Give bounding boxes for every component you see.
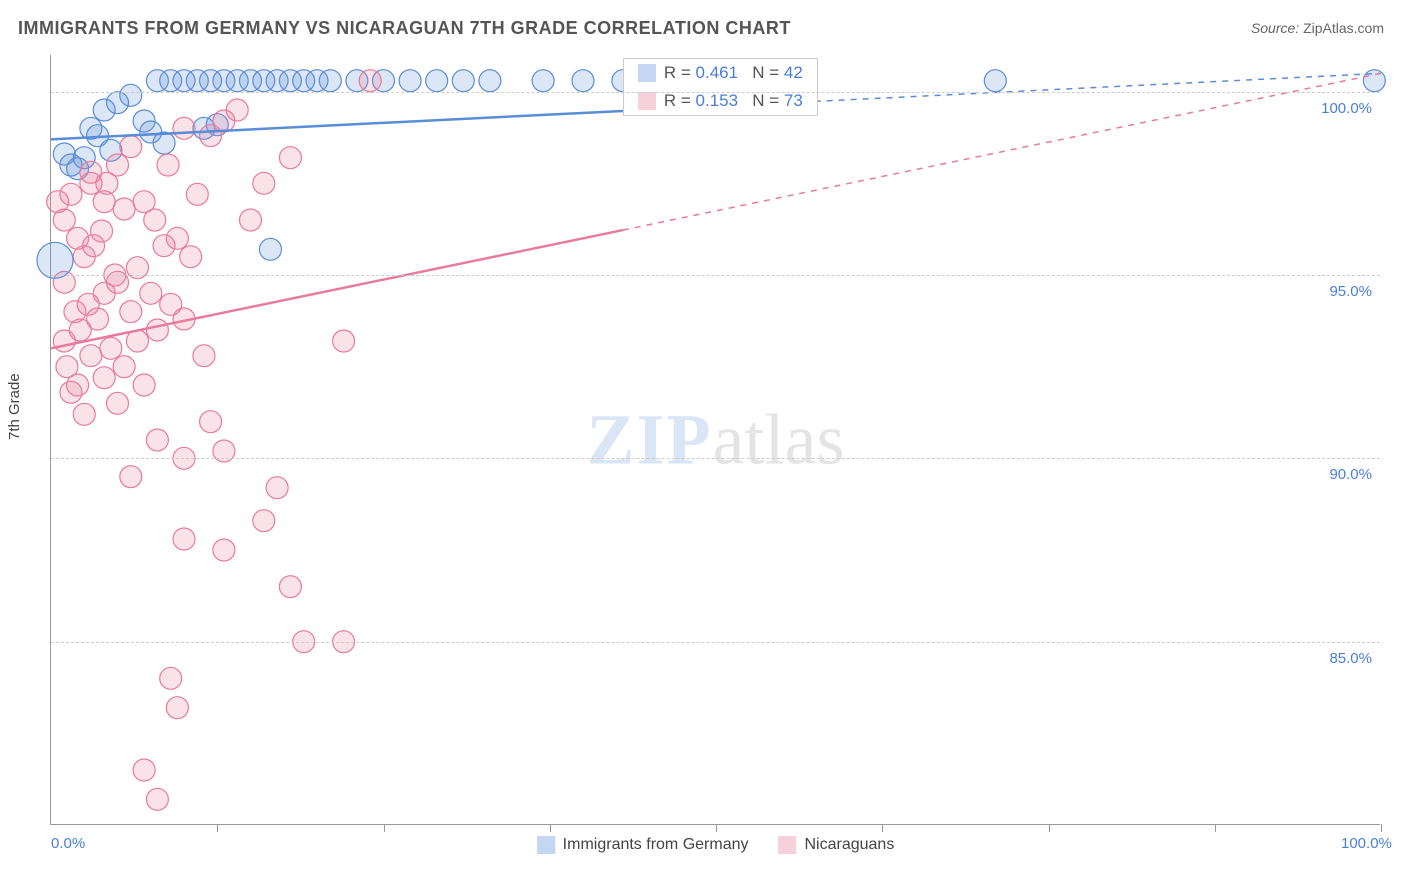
scatter-point bbox=[146, 319, 168, 341]
scatter-point-large bbox=[37, 242, 73, 278]
scatter-point bbox=[157, 154, 179, 176]
scatter-point bbox=[53, 209, 75, 231]
scatter-point bbox=[279, 147, 301, 169]
scatter-point bbox=[107, 154, 129, 176]
scatter-point bbox=[144, 209, 166, 231]
scatter-point bbox=[399, 70, 421, 92]
legend-item: Immigrants from Germany bbox=[537, 836, 749, 854]
legend-swatch bbox=[537, 836, 555, 854]
scatter-point bbox=[532, 70, 554, 92]
scatter-point bbox=[173, 528, 195, 550]
gridline bbox=[51, 92, 1380, 93]
scatter-point bbox=[213, 539, 235, 561]
scatter-point bbox=[133, 759, 155, 781]
scatter-point bbox=[200, 411, 222, 433]
scatter-point bbox=[572, 70, 594, 92]
legend-swatch bbox=[638, 92, 656, 110]
scatter-point bbox=[73, 403, 95, 425]
scatter-point bbox=[120, 466, 142, 488]
scatter-point bbox=[479, 70, 501, 92]
scatter-point bbox=[113, 198, 135, 220]
gridline bbox=[51, 275, 1380, 276]
scatter-point bbox=[426, 70, 448, 92]
scatter-point bbox=[93, 367, 115, 389]
y-tick-label: 100.0% bbox=[1292, 100, 1372, 117]
x-tick bbox=[1215, 824, 1216, 832]
scatter-point bbox=[266, 477, 288, 499]
scatter-point bbox=[160, 667, 182, 689]
legend-label: Immigrants from Germany bbox=[563, 836, 749, 854]
scatter-point bbox=[173, 117, 195, 139]
scatter-point bbox=[107, 392, 129, 414]
x-tick bbox=[217, 824, 218, 832]
scatter-point bbox=[333, 330, 355, 352]
legend-swatch bbox=[638, 64, 656, 82]
x-tick-label: 100.0% bbox=[1341, 835, 1392, 852]
scatter-point bbox=[226, 99, 248, 121]
scatter-point bbox=[140, 282, 162, 304]
x-tick bbox=[716, 824, 717, 832]
series-legend: Immigrants from Germany Nicaraguans bbox=[537, 836, 895, 854]
scatter-point bbox=[1363, 70, 1385, 92]
scatter-point bbox=[120, 84, 142, 106]
legend-item: Nicaraguans bbox=[778, 836, 894, 854]
x-tick bbox=[882, 824, 883, 832]
x-tick bbox=[384, 824, 385, 832]
scatter-point bbox=[146, 788, 168, 810]
x-tick bbox=[1381, 824, 1382, 832]
scatter-point bbox=[259, 238, 281, 260]
y-tick-label: 95.0% bbox=[1292, 283, 1372, 300]
source-value: ZipAtlas.com bbox=[1303, 20, 1384, 36]
x-tick bbox=[550, 824, 551, 832]
gridline bbox=[51, 458, 1380, 459]
source-attribution: Source: ZipAtlas.com bbox=[1251, 20, 1384, 36]
legend-swatch bbox=[778, 836, 796, 854]
source-label: Source: bbox=[1251, 20, 1299, 36]
scatter-point bbox=[240, 209, 262, 231]
scatter-plot-area: ZIPatlas R = 0.461 N = 42R = 0.153 N = 7… bbox=[50, 55, 1380, 825]
trend-line bbox=[51, 230, 623, 348]
legend-text: R = 0.461 N = 42 bbox=[664, 63, 803, 83]
x-tick-label: 0.0% bbox=[51, 835, 85, 852]
y-tick-label: 85.0% bbox=[1292, 650, 1372, 667]
y-tick-label: 90.0% bbox=[1292, 466, 1372, 483]
scatter-point bbox=[87, 308, 109, 330]
y-axis-label: 7th Grade bbox=[6, 373, 23, 440]
scatter-point bbox=[193, 345, 215, 367]
x-tick bbox=[1049, 824, 1050, 832]
scatter-point bbox=[100, 337, 122, 359]
scatter-point bbox=[146, 429, 168, 451]
scatter-point bbox=[166, 227, 188, 249]
scatter-point bbox=[93, 191, 115, 213]
scatter-point bbox=[113, 356, 135, 378]
correlation-legend: R = 0.461 N = 42 R = 0.153 N = 73 bbox=[623, 58, 818, 116]
scatter-point bbox=[80, 172, 102, 194]
scatter-point bbox=[253, 172, 275, 194]
scatter-point bbox=[253, 510, 275, 532]
scatter-point bbox=[186, 183, 208, 205]
scatter-point bbox=[984, 70, 1006, 92]
scatter-point bbox=[120, 301, 142, 323]
legend-text: R = 0.153 N = 73 bbox=[664, 91, 803, 111]
scatter-point bbox=[279, 576, 301, 598]
scatter-point bbox=[359, 70, 381, 92]
scatter-point bbox=[319, 70, 341, 92]
gridline bbox=[51, 642, 1380, 643]
scatter-point bbox=[60, 183, 82, 205]
scatter-point bbox=[120, 136, 142, 158]
plot-svg bbox=[51, 55, 1380, 824]
legend-label: Nicaraguans bbox=[804, 836, 894, 854]
scatter-point bbox=[80, 345, 102, 367]
scatter-point bbox=[452, 70, 474, 92]
scatter-point bbox=[166, 697, 188, 719]
scatter-point bbox=[180, 246, 202, 268]
scatter-point bbox=[67, 374, 89, 396]
legend-row: R = 0.461 N = 42 bbox=[624, 59, 817, 87]
scatter-point bbox=[133, 374, 155, 396]
scatter-point bbox=[91, 220, 113, 242]
chart-title: IMMIGRANTS FROM GERMANY VS NICARAGUAN 7T… bbox=[18, 18, 791, 39]
